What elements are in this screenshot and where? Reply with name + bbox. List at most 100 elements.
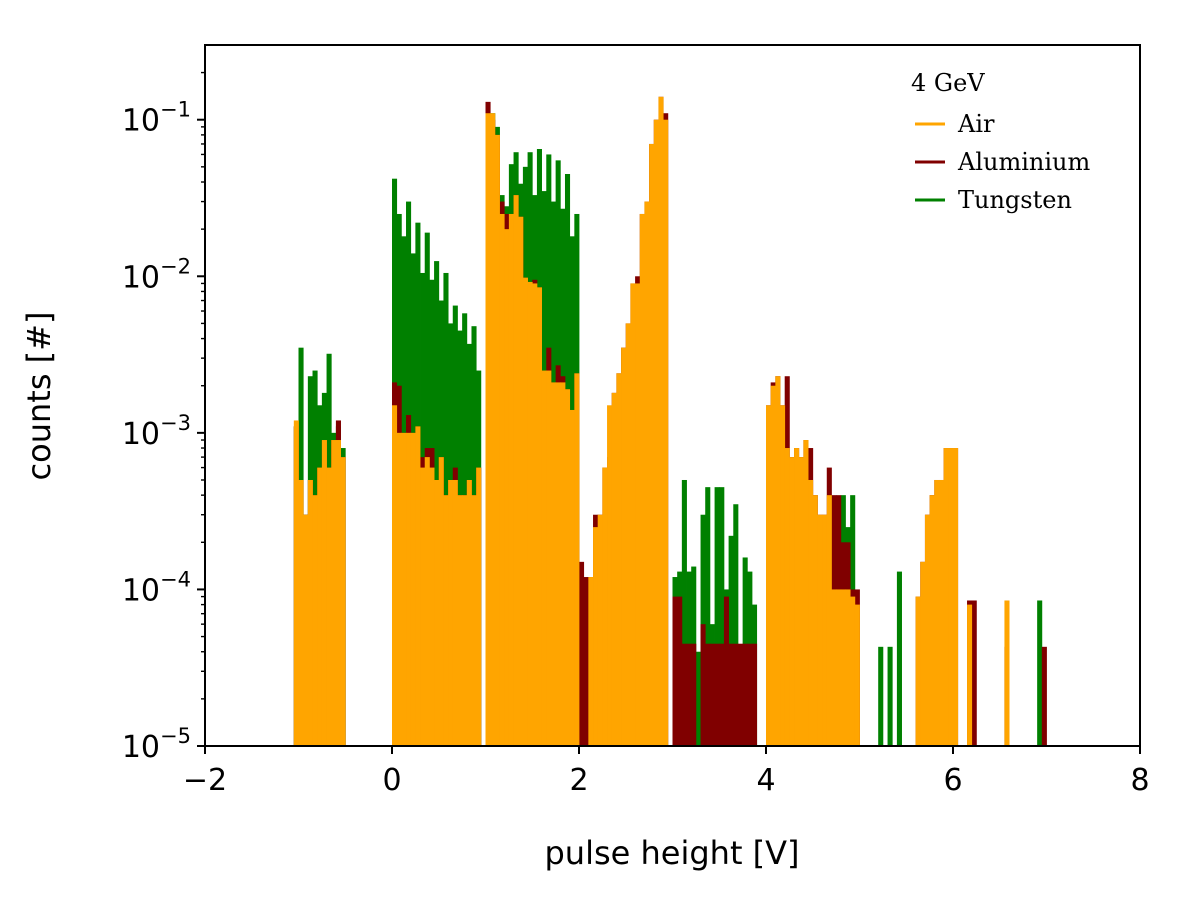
bar xyxy=(452,479,458,746)
bar xyxy=(929,495,935,746)
bar xyxy=(681,479,687,746)
bar xyxy=(513,195,519,747)
bar xyxy=(611,392,617,746)
axes: −2 0 2 4 6 8 10−1 10−2 10−3 10−4 10−5 xyxy=(122,44,1150,798)
bar xyxy=(681,643,687,746)
y-tick-label: 10−4 xyxy=(122,567,191,608)
bar xyxy=(850,596,856,746)
bar xyxy=(915,596,921,746)
bar xyxy=(826,495,832,746)
bar xyxy=(340,457,346,746)
bar xyxy=(878,646,884,746)
bar xyxy=(335,440,341,746)
bar xyxy=(924,514,931,746)
y-tick-label: 10−2 xyxy=(122,254,191,295)
bar xyxy=(663,119,669,746)
legend-title: 4 GeV xyxy=(911,69,985,97)
bar xyxy=(639,213,645,747)
bar xyxy=(312,495,318,746)
bar xyxy=(733,643,739,746)
bar xyxy=(607,405,613,746)
bar xyxy=(303,514,309,746)
bar xyxy=(1004,600,1010,746)
bar xyxy=(831,589,837,746)
bar xyxy=(593,527,599,746)
x-tick-label: −2 xyxy=(183,763,227,798)
bar xyxy=(780,405,786,746)
bar xyxy=(438,457,444,746)
bar xyxy=(508,213,514,747)
bar xyxy=(588,577,594,746)
bar xyxy=(845,589,851,746)
bar xyxy=(406,432,412,746)
bar xyxy=(751,643,758,746)
bar xyxy=(317,467,323,746)
bar xyxy=(457,495,463,746)
bar xyxy=(943,448,949,746)
y-axis-label: counts [#] xyxy=(20,312,58,481)
bar xyxy=(462,495,468,746)
bar xyxy=(494,134,500,746)
bar xyxy=(766,405,772,746)
bar xyxy=(686,643,692,746)
bar xyxy=(536,287,542,746)
bar xyxy=(948,448,954,746)
bar xyxy=(789,457,795,746)
x-tick-label: 2 xyxy=(569,763,588,798)
bar xyxy=(550,382,557,746)
bar xyxy=(424,457,430,746)
bar xyxy=(709,643,715,746)
y-tick-label: 10−3 xyxy=(122,411,191,452)
bar xyxy=(653,119,659,746)
bar xyxy=(522,277,528,746)
bar xyxy=(420,467,426,746)
bar xyxy=(564,389,571,746)
bar xyxy=(691,643,697,746)
bar xyxy=(471,495,477,746)
bar xyxy=(644,201,650,746)
bar xyxy=(331,440,337,746)
bar xyxy=(714,487,720,746)
y-tick-label: 10−1 xyxy=(122,98,191,139)
bar xyxy=(560,382,566,746)
bar xyxy=(630,283,636,746)
bar xyxy=(410,432,416,746)
bar xyxy=(527,281,533,746)
bar xyxy=(971,600,977,746)
bar xyxy=(817,514,823,746)
bar xyxy=(1037,600,1043,746)
bar xyxy=(728,535,734,746)
x-tick-label: 0 xyxy=(382,763,401,798)
legend-label: Aluminium xyxy=(957,148,1090,176)
bar xyxy=(326,467,332,746)
bar xyxy=(649,143,655,746)
plot-area xyxy=(293,96,1047,747)
bar xyxy=(429,467,435,746)
bar xyxy=(803,440,809,746)
bar xyxy=(490,113,496,747)
bar xyxy=(392,405,398,746)
bar xyxy=(733,504,739,746)
bar xyxy=(532,283,538,746)
bar xyxy=(476,467,482,746)
bar xyxy=(747,643,753,746)
legend: 4 GeV Air Aluminium Tungsten xyxy=(911,69,1090,214)
axes-frame xyxy=(204,44,1141,747)
bar xyxy=(555,382,561,746)
bar xyxy=(602,467,608,746)
bar xyxy=(742,643,748,746)
bar xyxy=(822,514,828,746)
bar xyxy=(504,229,510,746)
bar xyxy=(616,373,622,746)
bar xyxy=(499,213,505,747)
bar xyxy=(854,604,860,746)
bar xyxy=(396,432,402,746)
bar xyxy=(583,577,589,746)
bar xyxy=(485,113,491,747)
legend-label: Air xyxy=(957,110,995,138)
bar xyxy=(934,479,940,746)
bar xyxy=(887,646,893,746)
bar xyxy=(546,370,552,746)
bar xyxy=(784,448,790,746)
bar xyxy=(658,96,664,746)
